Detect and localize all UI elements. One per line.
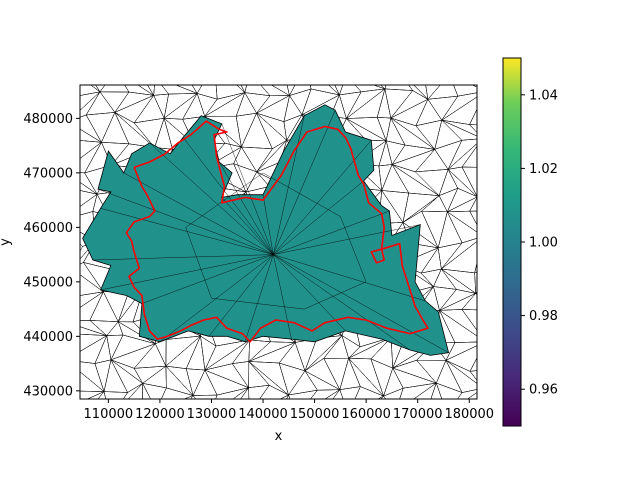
colorbar-tick-label: 1.00: [529, 236, 558, 251]
x-tick-label: 110000: [84, 407, 134, 422]
plot-area: 110000 120000 130000 140000 150000 160000 1700…: [0, 84, 494, 444]
x-tick-label: 180000: [444, 407, 494, 422]
filled-region-layer: [82, 104, 450, 356]
plot-frame: [79, 84, 478, 400]
colorbar-tick-label: 1.04: [529, 88, 558, 103]
boundary-layer: [125, 120, 429, 343]
x-axis-label: x: [275, 429, 283, 444]
y-tick-label: 460000: [23, 221, 73, 236]
y-tick-label: 480000: [23, 112, 73, 127]
x-tick-label: 170000: [393, 407, 443, 422]
colorbar: 0.96 0.98 1.00 1.02 1.04: [502, 57, 558, 427]
boundary-line: [125, 120, 429, 343]
colorbar-gradient: [503, 58, 521, 426]
y-axis-label: y: [0, 238, 13, 246]
x-tick-label: 120000: [135, 407, 185, 422]
colorbar-tick-label: 1.02: [529, 162, 558, 177]
x-tick-label: 150000: [290, 407, 340, 422]
colorbar-tick-label: 0.98: [529, 309, 558, 324]
x-tick-label: 130000: [187, 407, 237, 422]
region-mesh-edges: [92, 110, 449, 353]
y-tick-label: 450000: [23, 275, 73, 290]
colorbar-ticks: 0.96 0.98 1.00 1.02 1.04: [521, 88, 558, 398]
colorbar-tick-label: 0.96: [529, 383, 558, 398]
y-tick-label: 430000: [23, 384, 73, 399]
y-tick-label: 470000: [23, 166, 73, 181]
y-axis-ticks: 430000 440000 450000 460000 470000 480000: [23, 112, 80, 399]
x-axis-ticks: 110000 120000 130000 140000 150000 160000 1700…: [84, 399, 494, 422]
y-tick-label: 440000: [23, 330, 73, 345]
x-tick-label: 160000: [341, 407, 391, 422]
x-tick-label: 140000: [238, 407, 288, 422]
